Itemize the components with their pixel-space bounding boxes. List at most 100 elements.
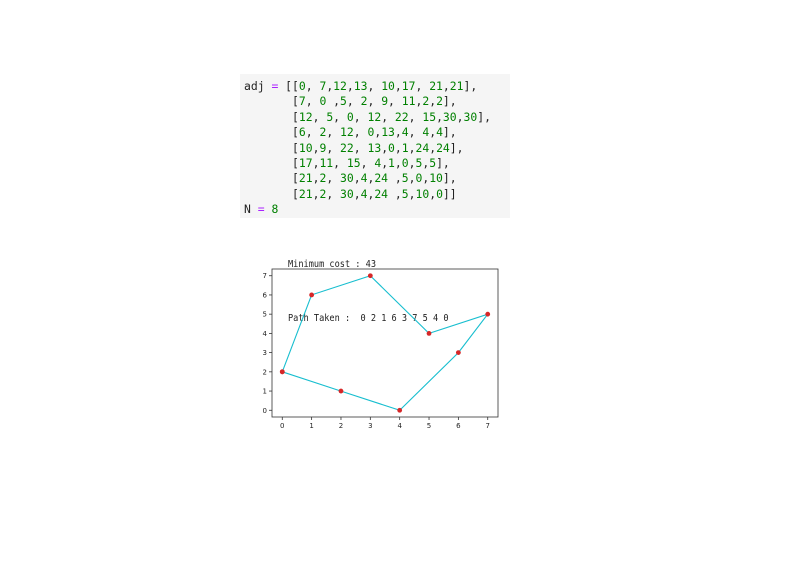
axis-ticks: 0 1 2 3 4 5 6 7 0 1 2 3 4 5 6 7 (263, 272, 490, 430)
code-number: 21 (298, 171, 313, 186)
code-punctuation: , (408, 155, 416, 170)
code-punctuation: ], (442, 125, 457, 140)
x-tick-label: 6 (456, 422, 461, 430)
code-line: [21,2, 30,4,24 ,5,0,10], (244, 171, 510, 186)
code-number: 0 (401, 155, 409, 170)
code-punctuation: , (312, 171, 320, 186)
code-number: 17 (298, 155, 313, 170)
code-number: 5 (326, 109, 334, 124)
y-tick-label: 5 (263, 311, 267, 319)
code-line: [10,9, 22, 13,0,1,24,24], (244, 141, 510, 156)
code-punctuation: , (422, 171, 430, 186)
x-tick-label: 2 (339, 422, 343, 430)
code-number: 0 (436, 186, 443, 201)
code-number: 13 (353, 79, 368, 93)
code-number: 12 (333, 79, 347, 93)
code-number: 5 (340, 94, 347, 109)
code-number: 24 (374, 171, 389, 186)
code-number: 2 (319, 171, 327, 186)
code-punctuation: , (346, 79, 354, 93)
code-punctuation: , (381, 140, 389, 155)
code-cell: adj = [[0, 7,12,13, 10,17, 21,21], [7, 0… (240, 74, 510, 218)
code-punctuation: , (394, 79, 402, 93)
code-punctuation: [ (292, 94, 299, 109)
cell-output: Minimum cost : 43 Path Taken : 0 2 1 6 3… (288, 220, 449, 346)
code-punctuation: , (326, 94, 341, 109)
code-variable: adj (244, 79, 265, 93)
code-line: [21,2, 30,4,24 ,5,10,0]] (244, 187, 510, 202)
tour-markers (279, 273, 491, 413)
code-number: 10 (381, 79, 395, 93)
code-punctuation: , (305, 94, 320, 109)
data-point (338, 388, 344, 394)
code-number: 1 (388, 155, 395, 170)
code-punctuation: ], (449, 140, 464, 155)
code-punctuation: ], (442, 171, 457, 186)
code-punctuation: , (429, 94, 437, 109)
code-number: 2 (422, 94, 430, 109)
code-number: 7 (319, 79, 327, 93)
code-punctuation: , (367, 79, 382, 93)
code-number: 15 (346, 155, 361, 170)
code-line: [17,11, 15, 4,1,0,5,5], (244, 156, 510, 171)
code-number: 5 (401, 186, 409, 201)
code-number: 0 (415, 171, 423, 186)
code-punctuation: , (436, 109, 443, 124)
code-punctuation: , (429, 125, 437, 140)
code-number: 2 (319, 186, 327, 201)
code-number: 22 (340, 140, 354, 155)
code-punctuation: , (381, 109, 395, 124)
code-punctuation: , (305, 79, 320, 93)
code-number: 4 (360, 186, 368, 201)
y-tick-label: 2 (263, 368, 267, 376)
y-tick-label: 4 (263, 330, 268, 338)
code-number: 4 (422, 125, 430, 140)
code-punctuation: ], (436, 155, 450, 170)
code-punctuation: , (381, 155, 389, 170)
code-number: 30 (463, 109, 478, 124)
code-punctuation: , (367, 171, 375, 186)
code-number: 12 (298, 109, 313, 124)
code-punctuation: , (326, 125, 341, 140)
code-number: 4 (436, 125, 443, 140)
code-punctuation: , (353, 171, 361, 186)
code-number: 10 (429, 171, 443, 186)
code-punctuation: , (374, 125, 382, 140)
y-tick-label: 0 (263, 407, 267, 415)
code-punctuation: , (367, 94, 382, 109)
code-number: 9 (381, 94, 389, 109)
code-number: 0 (346, 109, 354, 124)
x-tick-label: 5 (427, 422, 431, 430)
y-tick-label: 7 (263, 272, 267, 280)
code-number: 9 (319, 140, 327, 155)
code-number: 24 (436, 140, 450, 155)
code-punctuation: ]] (442, 186, 457, 201)
code-punctuation: , (326, 79, 334, 93)
y-tick-label: 6 (263, 291, 268, 299)
code-variable: N (244, 202, 251, 217)
code-number: 21 (449, 79, 464, 93)
data-point (309, 292, 315, 298)
code-punctuation: ], (442, 94, 457, 109)
code-operator: = (271, 79, 279, 93)
data-point (455, 350, 461, 356)
x-tick-label: 1 (309, 422, 313, 430)
code-number: 21 (429, 79, 443, 93)
code-punctuation: , (346, 94, 361, 109)
code-number: 13 (381, 125, 395, 140)
code-operator: = (257, 202, 265, 217)
code-punctuation: [ (292, 155, 299, 170)
y-tick-label: 1 (263, 388, 267, 396)
code-line: N = 8 (244, 202, 510, 217)
code-number: 11 (319, 155, 334, 170)
code-punctuation: , (326, 140, 341, 155)
code-number: 0 (319, 94, 327, 109)
code-punctuation: , (456, 109, 464, 124)
code-punctuation: , (353, 109, 368, 124)
code-punctuation: , (312, 186, 320, 201)
code-punctuation: , (422, 155, 430, 170)
code-punctuation: , (429, 140, 437, 155)
code-punctuation: , (333, 155, 347, 170)
code-number: 2 (319, 125, 327, 140)
code-punctuation: , (408, 186, 416, 201)
